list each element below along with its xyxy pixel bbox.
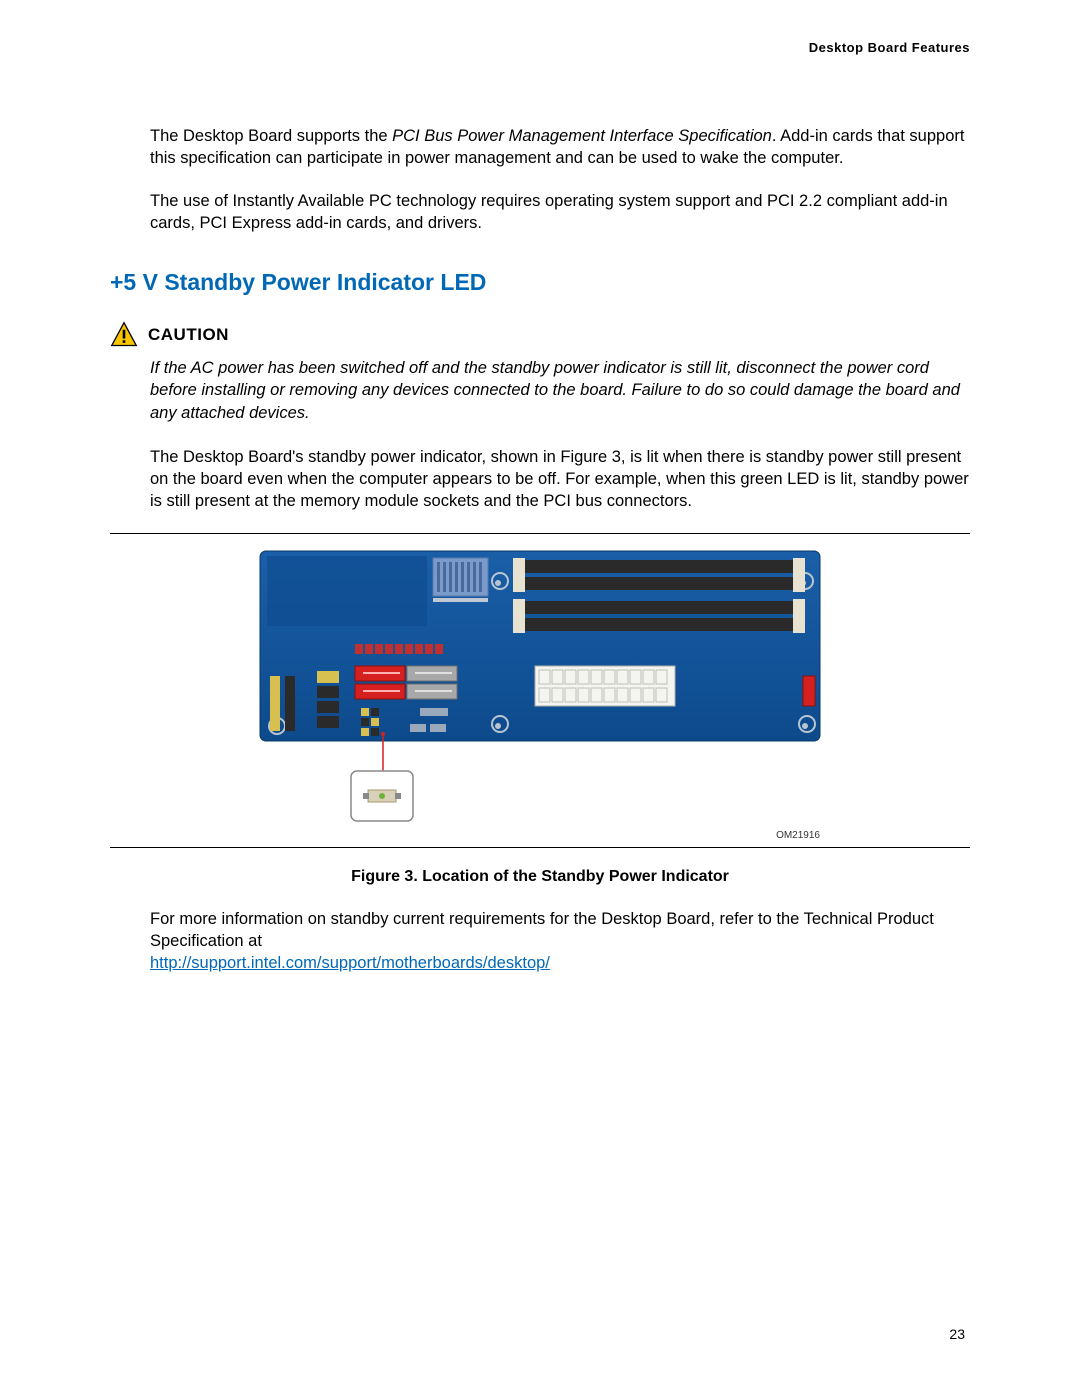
section-heading: +5 V Standby Power Indicator LED	[110, 269, 970, 296]
intro-paragraph-1: The Desktop Board supports the PCI Bus P…	[150, 125, 970, 170]
caution-icon	[110, 321, 138, 349]
standby-description: The Desktop Board's standby power indica…	[150, 446, 970, 513]
intro-paragraph-2: The use of Instantly Available PC techno…	[150, 190, 970, 235]
board-diagram	[255, 546, 825, 826]
more-info-text: For more information on standby current …	[150, 908, 970, 975]
support-link[interactable]: http://support.intel.com/support/motherb…	[150, 954, 550, 972]
page-number: 23	[949, 1326, 965, 1342]
header-right-label: Desktop Board Features	[110, 40, 970, 55]
more-info-lead: For more information on standby current …	[150, 910, 934, 950]
figure-block: OM21916	[110, 533, 970, 848]
figure-inner	[110, 546, 970, 826]
caution-row: CAUTION	[110, 321, 970, 349]
caution-label: CAUTION	[148, 325, 229, 345]
figure-om-id: OM21916	[110, 830, 970, 841]
caution-text: If the AC power has been switched off an…	[150, 357, 970, 424]
page-container: Desktop Board Features The Desktop Board…	[0, 0, 1080, 1034]
intro-p1-italic: PCI Bus Power Management Interface Speci…	[392, 127, 772, 145]
intro-p1-a: The Desktop Board supports the	[150, 127, 392, 145]
figure-caption: Figure 3. Location of the Standby Power …	[110, 868, 970, 886]
